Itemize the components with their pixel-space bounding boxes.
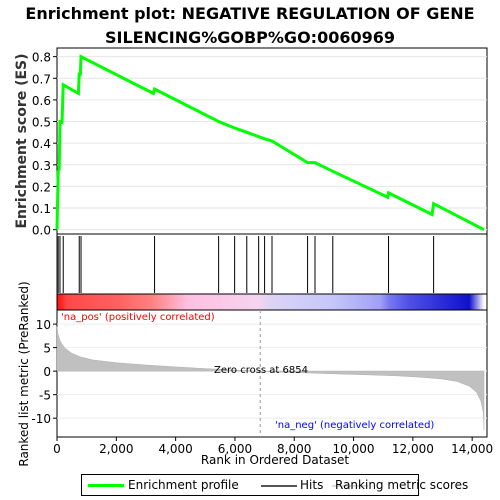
- rank-x-tick-label: 6,000: [218, 442, 252, 456]
- rank-y-tick-label: 0: [43, 365, 51, 379]
- rank-y-tick-label: -10: [31, 412, 51, 426]
- rank-y-axis-label: Ranked list metric (PreRanked): [17, 281, 31, 466]
- zero-cross-label: Zero cross at 6854: [214, 365, 308, 376]
- legend: Enrichment profile Hits Ranking metric s…: [81, 474, 468, 496]
- es-y-tick-label: 0.3: [32, 159, 51, 173]
- rank-x-tick-label: 4,000: [158, 442, 192, 456]
- legend-hits-swatch: [261, 485, 297, 487]
- ranked-metric-panel: 10 5 0 -5 -10 0 2,000 4,000 6,000 8,000 10,000 12,…: [17, 281, 493, 467]
- es-gridlines: [57, 56, 487, 231]
- negative-correlation-label: 'na_neg' (negatively correlated): [275, 420, 434, 431]
- legend-hits-label: Hits: [300, 478, 324, 492]
- legend-ranking-label: Ranking metric scores: [335, 478, 469, 492]
- rank-x-tick-label: 10,000: [333, 442, 375, 456]
- es-y-tick-label: 0.2: [32, 180, 51, 194]
- rank-x-tick-label: 2,000: [99, 442, 133, 456]
- ranking-colorbar-panel: [56, 293, 488, 311]
- rank-y-tick-label: 10: [36, 318, 51, 332]
- ranking-metric-area: [56, 326, 485, 430]
- enrichment-score-panel: 0.0 0.1 0.2 0.3 0.4 0.5 0.6 0.7 0.8 Enrichment s…: [14, 47, 488, 238]
- rank-x-axis-label: Rank in Ordered Dataset: [201, 453, 349, 467]
- ranking-colorbar: [56, 293, 488, 311]
- es-y-ticks: 0.0 0.1 0.2 0.3 0.4 0.5 0.6 0.7 0.8: [32, 51, 57, 238]
- rank-y-tick-label: -5: [39, 389, 51, 403]
- es-y-tick-label: 0.8: [32, 51, 51, 65]
- rank-x-tick-label: 12,000: [392, 442, 434, 456]
- positive-correlation-label: 'na_pos' (positively correlated): [61, 312, 215, 323]
- es-y-tick-label: 0.0: [32, 224, 51, 238]
- rank-y-ticks: 10 5 0 -5 -10: [31, 318, 57, 426]
- legend-enrichment-swatch: [88, 484, 124, 487]
- hits-panel: [56, 233, 488, 295]
- chart-title-line-1: Enrichment plot: NEGATIVE REGULATION OF …: [25, 4, 475, 23]
- legend-enrichment-label: Enrichment profile: [128, 478, 239, 492]
- es-y-tick-label: 0.5: [32, 116, 51, 130]
- es-y-axis-label: Enrichment score (ES): [14, 53, 30, 228]
- es-y-tick-label: 0.7: [32, 72, 51, 86]
- rank-x-ticks: 0 2,000 4,000 6,000 8,000 10,000 12,000 14,000: [53, 437, 493, 456]
- es-y-tick-label: 0.6: [32, 94, 51, 108]
- rank-y-tick-label: 5: [43, 342, 51, 356]
- rank-x-tick-label: 14,000: [451, 442, 493, 456]
- rank-x-tick-label: 8,000: [277, 442, 311, 456]
- rank-x-tick-label: 0: [53, 442, 61, 456]
- hit-markers: [57, 236, 435, 293]
- enrichment-profile-line: [55, 54, 485, 232]
- chart-title: Enrichment plot: NEGATIVE REGULATION OF …: [0, 2, 500, 50]
- legend-ranking-swatch: [332, 485, 368, 487]
- es-y-tick-label: 0.4: [32, 137, 51, 151]
- es-y-tick-label: 0.1: [32, 202, 51, 216]
- chart-title-line-2: SILENCING%GOBP%GO:0060969: [105, 28, 395, 47]
